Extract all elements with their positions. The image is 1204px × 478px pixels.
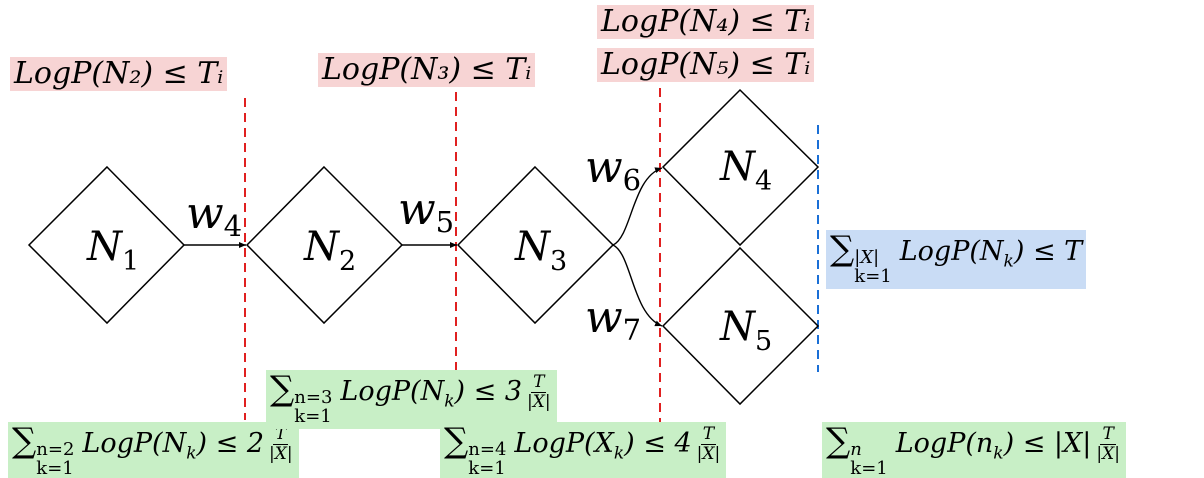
edge-n3-n5: [612, 244, 663, 327]
cumulative-constraint-n2: ∑ n=2 k=1 LogP(Nk) ≤ 2 T |X|: [8, 422, 299, 478]
node-n2-label: N2: [303, 224, 356, 277]
threshold-n5-label: LogP(N₅) ≤ Tᵢ: [597, 48, 815, 82]
cumulative-constraint-n3: ∑ n=3 k=1 LogP(Nk) ≤ 3 T |X|: [266, 370, 557, 429]
sigma-symbol: ∑: [830, 229, 855, 269]
node-n3-shape: [456, 165, 615, 325]
threshold-n4-label: LogP(N₄) ≤ Tᵢ: [597, 5, 815, 39]
total-constraint-formula: ∑ |X| k=1 LogP(Nk) ≤ T: [826, 229, 1087, 289]
node-n1-label: N1: [86, 224, 139, 277]
cumulative-constraint-final: ∑ n k=1 LogP(nk) ≤ |X| T |X|: [822, 422, 1126, 478]
node-n4-shape: [661, 88, 820, 247]
node-n3-label: N3: [514, 224, 567, 277]
sum-limits: |X| k=1: [854, 247, 892, 287]
edge-label-w6: w6: [585, 142, 641, 197]
threshold-n3-label: LogP(N₃) ≤ Tᵢ: [318, 53, 536, 87]
node-n1-shape: [27, 165, 186, 325]
edge-label-w5: w5: [398, 184, 454, 239]
edge-label-w7: w7: [585, 292, 641, 347]
cumulative-constraint-n4: ∑ n=4 k=1 LogP(Xk) ≤ 4 T |X|: [440, 422, 727, 478]
edge-label-w4: w4: [186, 188, 242, 243]
threshold-n2-label: LogP(N₂) ≤ Tᵢ: [10, 57, 228, 91]
node-n5-label: N5: [719, 304, 772, 357]
edge-n3-n4: [612, 167, 663, 246]
node-n5-shape: [661, 246, 820, 406]
node-n4-label: N4: [719, 144, 772, 197]
node-n2-shape: [245, 165, 404, 325]
